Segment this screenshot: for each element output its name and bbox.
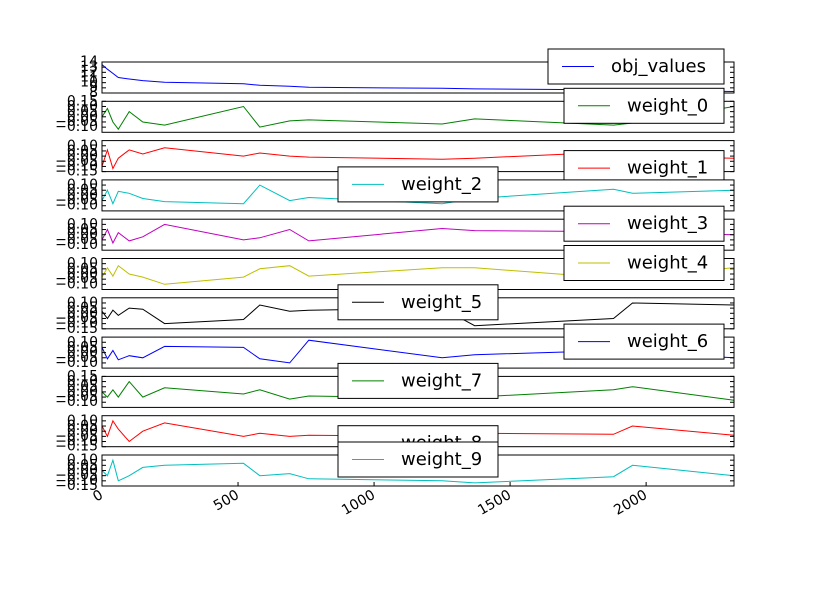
y-tick-label: −0.15 (55, 321, 98, 337)
y-tick-label: −0.10 (55, 316, 98, 332)
y-tick-label: 0.00 (67, 109, 98, 125)
y-tick-label: 0.05 (67, 104, 98, 120)
y-tick-label: 0.10 (67, 295, 98, 311)
x-tick-label: 1500 (475, 487, 514, 519)
data-line (101, 458, 735, 484)
x-tick-label: 1000 (339, 487, 378, 519)
y-tick-label: 0.10 (67, 98, 98, 114)
y-tick-label: −0.10 (55, 158, 98, 174)
y-tick-label: 0.10 (67, 177, 98, 193)
y-tick-label: 0.00 (67, 227, 98, 243)
y-tick-label: −0.10 (55, 473, 98, 489)
y-tick-label: −0.05 (55, 153, 98, 169)
y-tick-label: 9 (89, 80, 98, 96)
legend-label: weight_9 (401, 449, 482, 470)
y-tick-label: 0.05 (67, 261, 98, 277)
legend-label: weight_5 (401, 292, 482, 313)
y-tick-label: 0.05 (67, 457, 98, 473)
y-tick-label: −0.15 (55, 439, 98, 455)
y-tick-label: −0.05 (55, 271, 98, 287)
y-tick-label: 0.00 (67, 148, 98, 164)
y-tick-label: 0.05 (67, 379, 98, 395)
y-tick-label: −0.10 (55, 198, 98, 214)
data-line (101, 105, 735, 131)
y-tick-label: −0.05 (55, 389, 98, 405)
data-line (101, 223, 735, 245)
legend-label: obj_values (611, 56, 706, 77)
y-tick-label: 10 (80, 75, 98, 91)
y-tick-label: −0.10 (55, 434, 98, 450)
data-line (101, 419, 735, 443)
y-tick-label: −0.10 (55, 394, 98, 410)
data-line (101, 380, 735, 401)
y-tick-label: −0.05 (55, 468, 98, 484)
y-tick-label: 0.00 (67, 423, 98, 439)
y-tick-label: 0.10 (67, 452, 98, 468)
y-tick-label: −0.10 (55, 276, 98, 292)
y-tick-label: 0.00 (67, 187, 98, 203)
y-tick-label: 0.10 (67, 216, 98, 232)
x-tick-label: 2000 (611, 487, 650, 519)
data-line (101, 264, 735, 285)
y-tick-label: −0.05 (55, 114, 98, 130)
y-tick-label: 8 (89, 85, 98, 101)
y-tick-label: 0.00 (67, 345, 98, 361)
legend-box (337, 166, 499, 203)
y-tick-label: 0.10 (67, 256, 98, 272)
legend-label: weight_2 (401, 174, 482, 195)
y-tick-label: 11 (80, 70, 98, 86)
y-tick-label: 12 (80, 64, 98, 80)
y-tick-label: −0.15 (55, 478, 98, 494)
y-tick-label: 0.15 (67, 368, 98, 384)
legend-label: weight_3 (627, 213, 708, 234)
legend-label: weight_1 (627, 158, 708, 179)
y-tick-label: 0.10 (67, 374, 98, 390)
y-tick-label: 0.05 (67, 143, 98, 159)
y-tick-label: 0.15 (67, 93, 98, 109)
legend-label: weight_7 (401, 370, 482, 391)
y-tick-label: −0.05 (55, 310, 98, 326)
y-tick-label: −0.15 (55, 164, 98, 180)
y-tick-label: 0.05 (67, 418, 98, 434)
y-tick-label: −0.05 (55, 193, 98, 209)
data-line (101, 339, 735, 364)
y-tick-label: −0.05 (55, 428, 98, 444)
data-line (101, 184, 735, 205)
y-tick-label: −0.10 (55, 237, 98, 253)
y-tick-label: 0.00 (67, 463, 98, 479)
y-tick-label: 0.10 (67, 334, 98, 350)
y-tick-label: 0.00 (67, 266, 98, 282)
y-tick-label: 14 (80, 54, 98, 70)
data-line (101, 64, 735, 92)
legend-label: weight_4 (627, 253, 708, 274)
y-tick-label: −0.05 (55, 350, 98, 366)
legend-label: weight_6 (627, 331, 708, 352)
legend-label: weight_0 (627, 95, 708, 116)
y-tick-label: 0.10 (67, 413, 98, 429)
data-line (101, 302, 735, 327)
y-tick-label: −0.10 (55, 355, 98, 371)
y-tick-label: 0.00 (67, 305, 98, 321)
x-tick-label: 0 (90, 487, 106, 505)
y-tick-label: 0.05 (67, 300, 98, 316)
data-line (101, 147, 735, 170)
x-tick-label: 500 (211, 487, 242, 514)
y-tick-label: 0.05 (67, 182, 98, 198)
y-tick-label: −0.10 (55, 119, 98, 135)
y-tick-label: 13 (80, 59, 98, 75)
y-tick-label: 0.05 (67, 222, 98, 238)
y-tick-label: 0.10 (67, 138, 98, 154)
y-tick-label: 0.00 (67, 384, 98, 400)
y-tick-label: 0.05 (67, 339, 98, 355)
y-tick-label: −0.05 (55, 232, 98, 248)
